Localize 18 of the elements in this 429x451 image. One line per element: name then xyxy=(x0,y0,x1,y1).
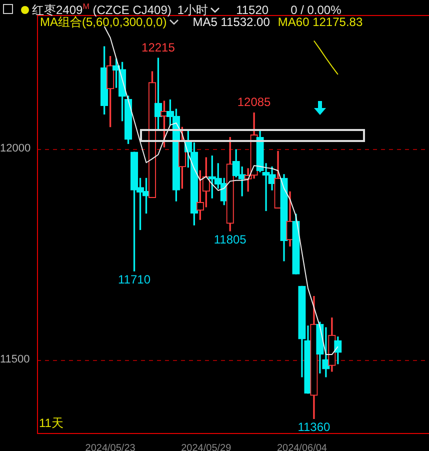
annotation: 11520 xyxy=(236,3,269,17)
chart-subtitle: 1小时 xyxy=(177,3,208,17)
annotation: 11805 xyxy=(214,232,247,246)
x-tick-label: 2024/06/04 xyxy=(276,442,328,451)
y-tick-label: 11500 xyxy=(0,354,30,366)
annotation: 11710 xyxy=(118,272,151,286)
annotation: 12085 xyxy=(237,95,272,110)
annotation: 11360 xyxy=(298,420,331,434)
legend-title: MA组合(5,60,0,300,0,0) xyxy=(40,15,167,29)
annotation: 0 / 0.00% xyxy=(290,3,342,17)
annotation: 12215 xyxy=(142,40,176,54)
text: MA5 11532.00 xyxy=(192,15,270,29)
x-tick-label: 2024/05/29 xyxy=(181,442,232,451)
x-tick-label: 2024/05/23 xyxy=(85,442,136,451)
text: 11天 xyxy=(39,416,64,430)
series-label: MA60 12175.83 xyxy=(278,15,363,29)
chart-title: 红枣2409$^{M}$ (CZCE CJ409) xyxy=(32,2,172,17)
y-tick-label: 12000 xyxy=(0,142,31,155)
